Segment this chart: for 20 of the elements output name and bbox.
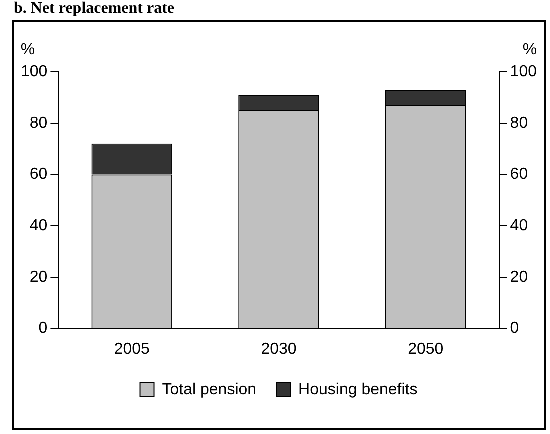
y-axis-title: % <box>20 41 36 58</box>
y2-tick-label: 80 <box>510 114 528 132</box>
y2-tick-label: 0 <box>510 320 520 338</box>
y-tick-label: 60 <box>30 166 48 184</box>
y-tick-label: 100 <box>20 63 48 80</box>
y2-tick-label: 20 <box>510 268 528 286</box>
y2-tick-label: 60 <box>510 166 528 184</box>
y-tick-label: 80 <box>30 114 48 132</box>
x-tick-label: 2005 <box>114 340 150 358</box>
y2-tick-label: 40 <box>510 217 528 234</box>
y-tick-label: 20 <box>30 268 48 286</box>
y2-axis-title: % <box>522 41 538 58</box>
x-tick-label: 2050 <box>408 340 444 358</box>
legend-label: Total pension <box>162 381 257 398</box>
y2-tick-label: 100 <box>510 63 538 80</box>
x-tick-label: 2030 <box>261 340 297 358</box>
y-tick-label: 40 <box>30 217 48 234</box>
chart-title: b. Net replacement rate <box>14 0 175 18</box>
y-tick-label: 0 <box>38 320 48 338</box>
legend-label: Housing benefits <box>298 381 418 398</box>
